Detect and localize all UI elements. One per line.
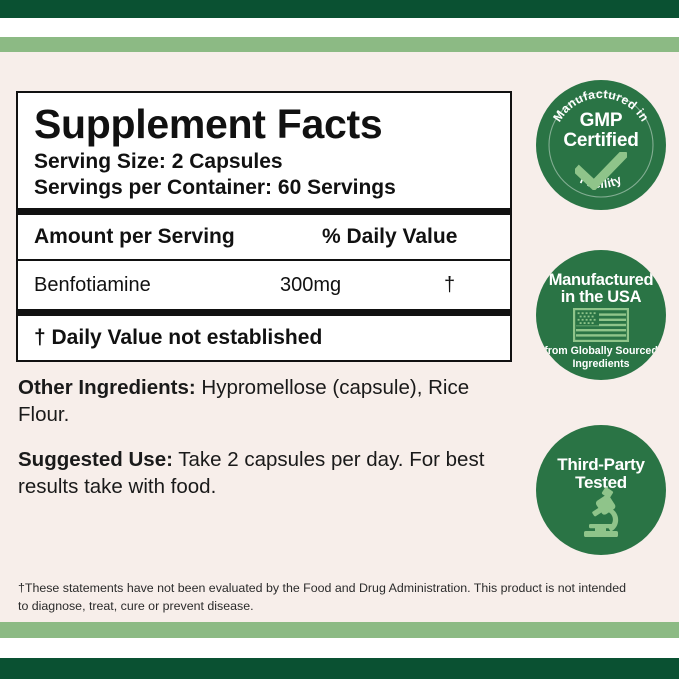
tpt-center-text: Third-Party Tested [536, 455, 666, 493]
column-header-daily-value: % Daily Value [322, 225, 458, 249]
bottom-dark-green-band [0, 658, 679, 679]
bottom-white-gap [0, 638, 679, 658]
other-ingredients-label: Other Ingredients: [18, 376, 196, 399]
badge-gmp-certified: Manufactured in Facility GMP Certified [536, 80, 666, 210]
fda-disclaimer: †These statements have not been evaluate… [18, 581, 626, 613]
serving-info: Serving Size: 2 Capsules Servings per Co… [18, 149, 510, 200]
badge-manufactured-usa: Manufactured in the USA [536, 250, 666, 380]
serving-size: Serving Size: 2 Capsules [34, 150, 283, 173]
other-ingredients-value: Hypromellose (capsule), Rice Flour. [18, 376, 470, 427]
check-icon [536, 148, 666, 195]
divider-thick-top [18, 208, 510, 216]
top-dark-green-band [0, 0, 679, 18]
table-row: Benfotiamine 300mg † [18, 261, 510, 309]
bottom-light-green-band [0, 622, 679, 638]
daily-value-footnote: † Daily Value not established [34, 326, 323, 350]
other-ingredients-block: Other Ingredients: Hypromellose (capsule… [18, 374, 518, 429]
usa-line-1: Manufactured [548, 271, 654, 289]
page-title: Supplement Facts [34, 101, 383, 147]
suggested-use-block: Suggested Use: Take 2 capsules per day. … [18, 446, 518, 501]
suggested-use-label: Suggested Use: [18, 448, 173, 471]
supplement-facts-panel: Supplement Facts Serving Size: 2 Capsule… [16, 91, 512, 363]
ingredient-daily-value: † [444, 273, 456, 296]
divider-thick-bottom [18, 309, 510, 317]
servings-per-container: Servings per Container: 60 Servings [34, 175, 396, 199]
table-header-row: Amount per Serving % Daily Value [18, 215, 510, 259]
top-light-green-band [0, 37, 679, 52]
badge-third-party-tested: Third-Party Tested [536, 425, 666, 555]
gmp-line-2: Certified [563, 130, 639, 152]
tpt-line-2: Tested [575, 473, 627, 493]
tpt-line-1: Third-Party [557, 455, 645, 474]
usa-sub-2: Ingredients [572, 357, 630, 370]
ingredient-name: Benfotiamine [34, 273, 151, 296]
ingredient-amount: 300mg [280, 273, 342, 296]
gmp-line-1: GMP [579, 110, 623, 131]
usa-subtext: from Globally Sourced Ingredients [542, 345, 660, 370]
usa-flag-icon [573, 308, 629, 342]
usa-center-text: Manufactured in the USA [536, 271, 666, 307]
label-content: Supplement Facts Serving Size: 2 Capsule… [0, 52, 679, 622]
divider-thin [18, 259, 510, 262]
usa-line-2: in the USA [560, 288, 642, 307]
gmp-center-text: GMP Certified [536, 110, 666, 152]
suggested-use-value: Take 2 capsules per day. For best result… [18, 448, 485, 499]
usa-sub-1: from Globally Sourced [544, 345, 658, 357]
column-header-amount: Amount per Serving [34, 225, 235, 249]
top-white-gap [0, 18, 679, 37]
microscope-icon [584, 487, 619, 537]
